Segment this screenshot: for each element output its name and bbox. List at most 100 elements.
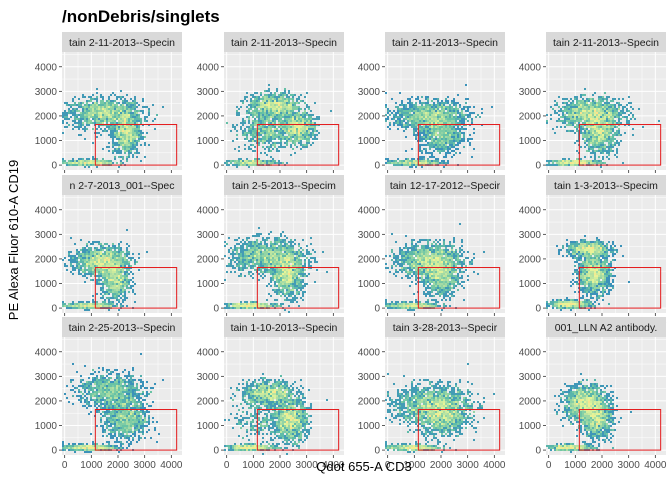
density-cell [461,128,463,130]
density-cell [590,112,592,114]
density-cell [110,104,112,106]
density-cell [258,114,260,116]
density-cell [122,269,124,271]
density-cell [268,136,270,138]
density-cell [278,283,280,285]
density-cell [284,120,286,122]
density-cell [144,142,146,144]
density-cell [427,110,429,112]
density-cell [618,102,620,104]
density-cell [453,104,455,106]
density-cell [413,110,415,112]
density-cell [250,259,252,261]
density-cell [118,261,120,263]
density-cell [88,114,90,116]
density-cell [566,110,568,112]
density-cell [455,134,457,136]
density-cell [128,116,130,118]
density-cell [437,114,439,116]
density-cell [110,257,112,259]
density-cell [266,104,268,106]
density-cell [116,289,118,291]
density-cell [580,128,582,130]
density-cell [286,273,288,275]
density-cell [564,106,566,108]
density-cell [134,114,136,116]
density-cell [415,122,417,124]
density-cell [272,134,274,136]
density-cell [409,112,411,114]
facet-grid: tain 2-11-2013--Specin010002000300040000… [35,32,667,471]
density-cell [88,257,90,259]
density-cell [264,269,266,271]
density-cell [128,108,130,110]
density-cell [246,96,248,98]
density-cell [108,120,110,122]
density-cell [447,142,449,144]
density-cell [272,289,274,291]
density-cell [264,98,266,100]
density-cell [116,305,118,307]
density-cell [580,106,582,108]
density-cell [112,305,114,307]
density-cell [574,112,576,114]
density-cell [282,114,284,116]
density-cell [423,122,425,124]
density-cell [248,255,250,257]
density-cell [310,128,312,130]
density-cell [278,253,280,255]
density-cell [132,118,134,120]
density-cell [248,130,250,132]
density-cell [588,150,590,152]
density-cell [88,106,90,108]
density-cell [270,277,272,279]
density-cell [86,273,88,275]
density-cell [439,110,441,112]
density-cell [600,146,602,148]
density-cell [300,140,302,142]
density-cell [431,110,433,112]
density-cell [455,122,457,124]
density-cell [401,124,403,126]
density-cell [116,144,118,146]
density-cell [286,261,288,263]
density-cell [602,96,604,98]
density-cell [242,160,244,162]
density-cell [108,289,110,291]
density-cell [88,301,90,303]
density-cell [276,96,278,98]
density-cell [100,162,102,164]
density-cell [88,124,90,126]
density-cell [568,110,570,112]
density-cell [128,138,130,140]
density-cell [96,241,98,243]
density-cell [268,263,270,265]
density-cell [132,126,134,128]
density-cell [580,162,582,164]
density-cell [264,102,266,104]
density-cell [435,158,437,160]
density-cell [116,102,118,104]
density-cell [302,144,304,146]
density-cell [292,291,294,293]
density-cell [238,162,240,164]
density-cell [298,134,300,136]
density-cell [126,261,128,263]
density-cell [84,267,86,269]
density-cell [300,118,302,120]
density-cell [606,116,608,118]
density-cell [90,114,92,116]
density-cell [407,160,409,162]
density-cell [314,251,316,253]
density-cell [96,158,98,160]
density-cell [102,283,104,285]
density-cell [96,166,98,168]
density-cell [134,120,136,122]
density-cell [612,126,614,128]
density-cell [112,251,114,253]
density-cell [272,162,274,164]
density-cell [118,134,120,136]
density-cell [132,281,134,283]
density-cell [548,162,550,164]
density-cell [602,118,604,120]
